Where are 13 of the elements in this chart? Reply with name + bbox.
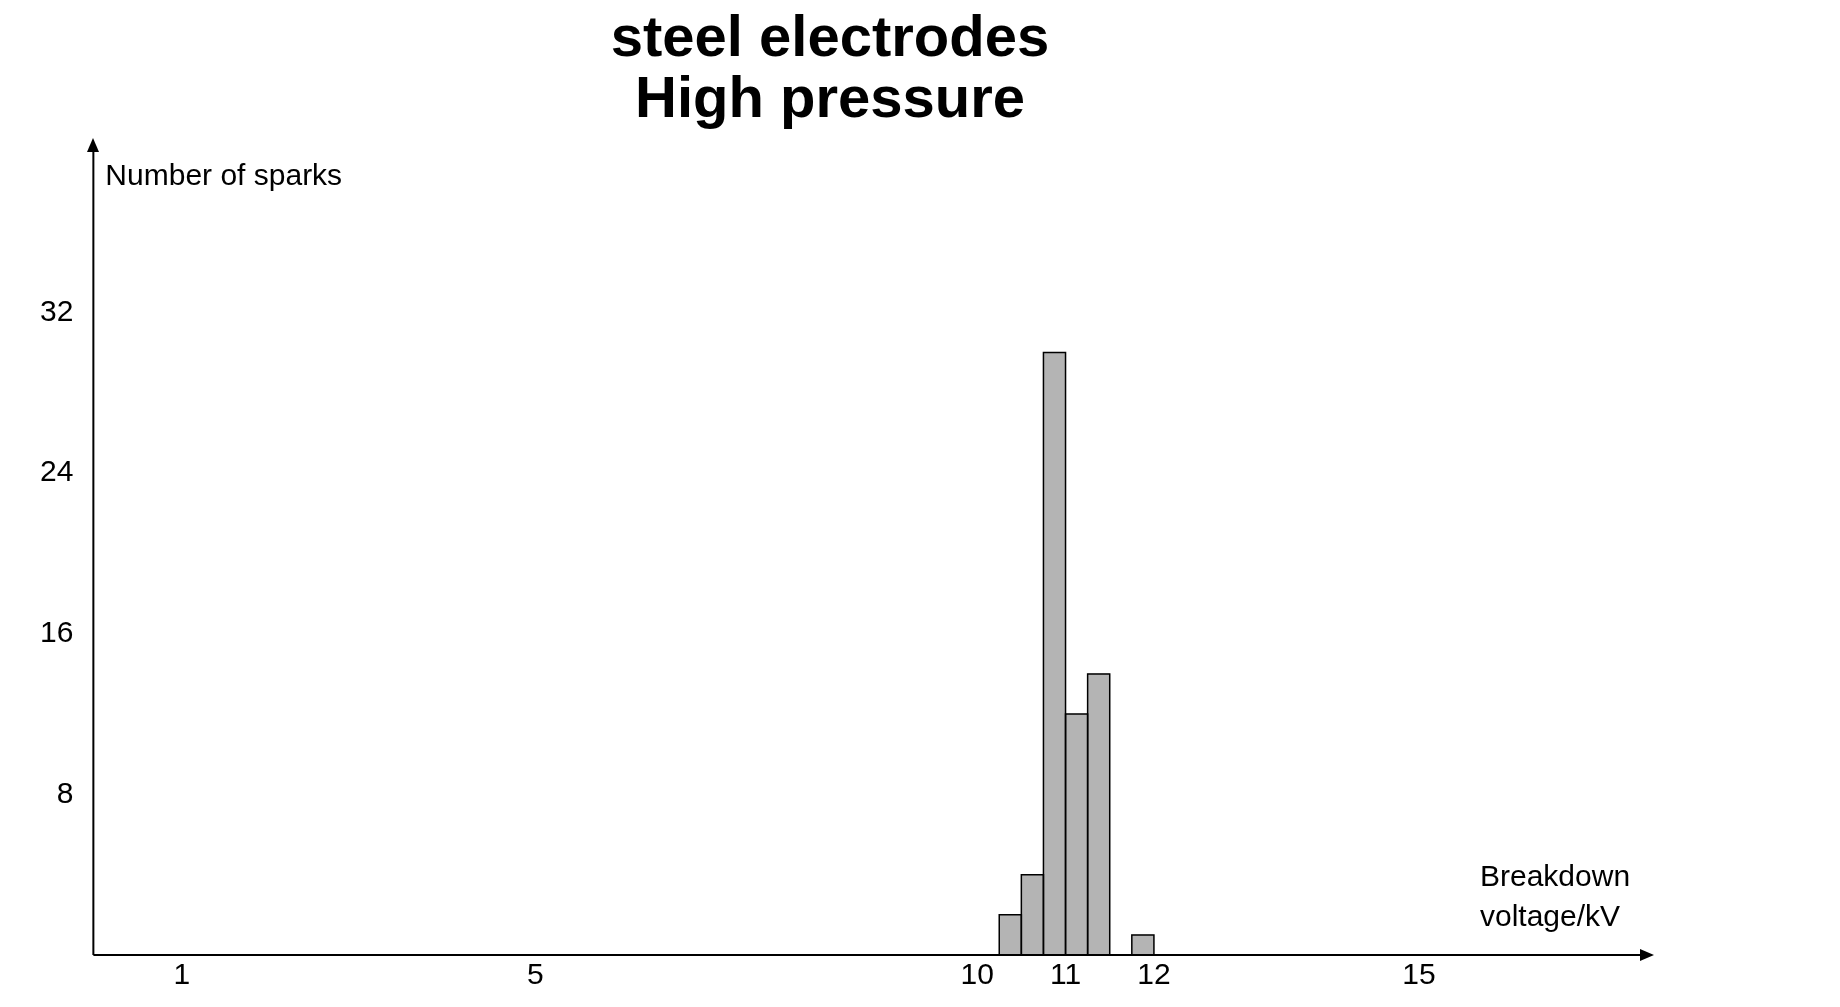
- chart-title: steel electrodes High pressure: [610, 3, 1050, 130]
- x-tick-label: 15: [1402, 957, 1436, 991]
- y-tick-label: 24: [39, 454, 74, 488]
- y-tick-label: 8: [56, 775, 74, 809]
- x-tick-label: 10: [960, 957, 994, 991]
- x-axis-title: Breakdown voltage/kV: [1480, 859, 1631, 933]
- y-tick-label: 32: [39, 293, 74, 327]
- y-tick-label: 16: [39, 614, 74, 648]
- x-tick-label: 12: [1137, 957, 1171, 991]
- y-axis-title: Number of sparks: [105, 158, 343, 192]
- x-tick-label: 1: [173, 957, 191, 991]
- x-tick-label: 5: [526, 957, 544, 991]
- x-tick-label: 11: [1049, 957, 1082, 991]
